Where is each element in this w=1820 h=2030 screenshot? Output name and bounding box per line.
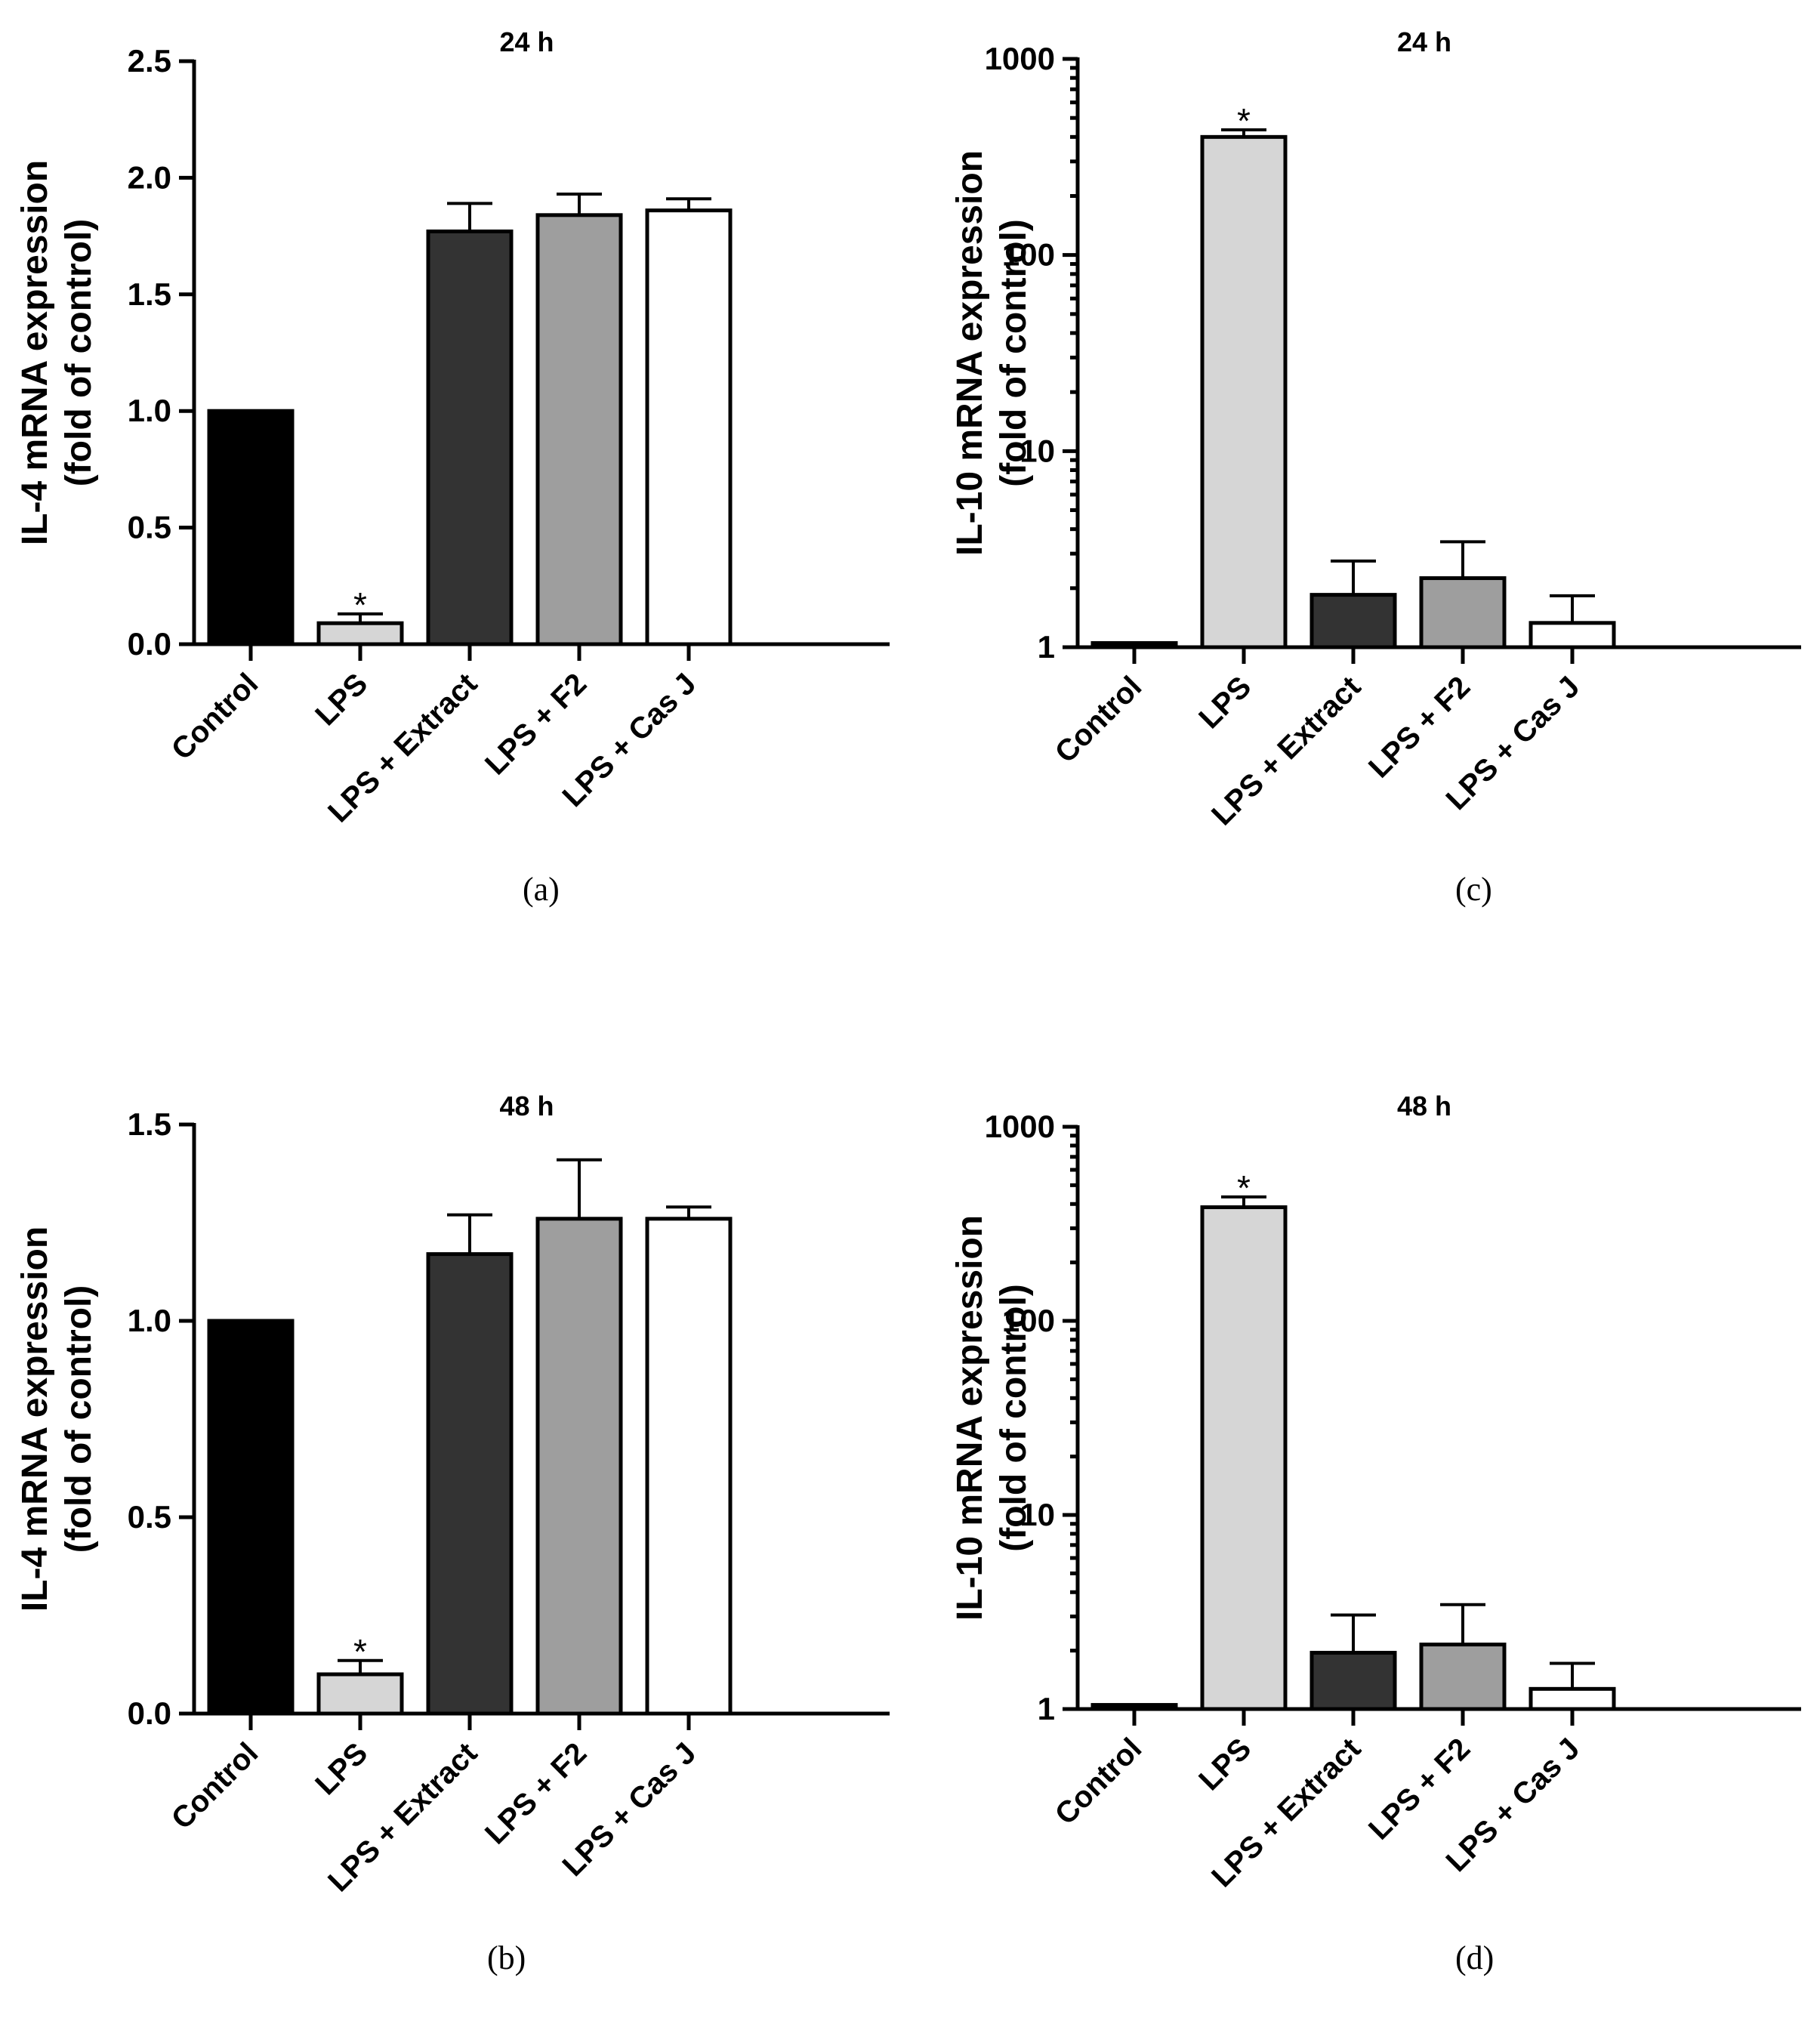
- x-tick-label-a-3: LPS + F2: [479, 667, 593, 781]
- bar-a-1: [316, 621, 404, 646]
- y-tick-label-b-3: 1.5: [128, 1106, 171, 1142]
- bar-d-4: [1528, 1686, 1616, 1711]
- y-tick-label-a-5: 2.5: [128, 43, 171, 79]
- y-tick-label-c-1: 10: [1020, 433, 1055, 468]
- significance-star-d-1: *: [1237, 1168, 1251, 1208]
- bar-d-3: [1419, 1643, 1507, 1711]
- chart-title-c: 24 h: [1397, 26, 1451, 57]
- y-axis-label-d-1: (fold of control): [994, 1284, 1034, 1552]
- bar-c-1: [1200, 134, 1288, 649]
- bar-b-3: [535, 1217, 623, 1716]
- y-tick-label-a-0: 0.0: [128, 626, 171, 662]
- chart-panel-a: * 0.0 0.5 1.0 1.5 2.0 2.5 Control LPS LPS + Extra…: [0, 0, 910, 1013]
- significance-star-b-1: *: [353, 1632, 367, 1671]
- y-tick-label-d-2: 100: [1002, 1303, 1055, 1338]
- x-tick-label-a-0: Control: [165, 667, 265, 767]
- y-tick-label-b-0: 0.0: [128, 1695, 171, 1731]
- y-tick-label-b-1: 0.5: [128, 1499, 171, 1535]
- panel-label-b: (b): [487, 1939, 526, 1976]
- x-tick-label-b-0: Control: [165, 1736, 265, 1836]
- y-tick-label-d-0: 1: [1038, 1691, 1055, 1726]
- bar-c-3: [1419, 576, 1507, 649]
- significance-star-c-1: *: [1237, 101, 1251, 140]
- x-tick-label-b-1: LPS: [309, 1736, 374, 1801]
- bar-a-4: [645, 208, 733, 646]
- x-tick-label-a-1: LPS: [309, 667, 374, 732]
- y-tick-label-a-2: 1.0: [128, 393, 171, 428]
- y-tick-label-d-1: 10: [1020, 1497, 1055, 1532]
- y-tick-label-a-4: 2.0: [128, 159, 171, 195]
- chart-panel-b: * 0.0 0.5 1.0 1.5 Control LPS LPS + Extract LPS …: [0, 1013, 910, 2026]
- bar-d-1: [1200, 1205, 1288, 1711]
- significance-star-a-1: *: [353, 585, 367, 625]
- x-tick-label-c-3: LPS + F2: [1362, 670, 1476, 784]
- y-axis-label-b-1: (fold of control): [59, 1285, 99, 1553]
- bar-b-4: [645, 1217, 733, 1716]
- x-tick-label-b-3: LPS + F2: [479, 1736, 593, 1850]
- y-axis-label-a-0: IL-4 mRNA expression: [15, 160, 55, 545]
- panel-label-d: (d): [1455, 1939, 1495, 1976]
- y-tick-label-a-3: 1.5: [128, 276, 171, 312]
- chart-panel-d: * 1 10 100 1000 Control LPS LPS + Extract LPS + …: [910, 1013, 1820, 2026]
- x-tick-label-d-1: LPS: [1192, 1732, 1257, 1797]
- chart-panel-c: * 1 10 100 1000 Control LPS LPS + Extract LPS + …: [910, 0, 1820, 1013]
- chart-title-b: 48 h: [499, 1091, 554, 1121]
- y-axis-label-c-0: IL-10 mRNA expression: [950, 150, 990, 556]
- y-tick-label-c-2: 100: [1002, 237, 1055, 273]
- y-axis-label-b-0: IL-4 mRNA expression: [15, 1226, 55, 1612]
- y-tick-label-a-1: 0.5: [128, 510, 171, 545]
- bar-d-2: [1309, 1650, 1397, 1711]
- y-tick-label-c-0: 1: [1038, 629, 1055, 665]
- bar-b-2: [426, 1252, 514, 1716]
- x-tick-label-d-3: LPS + F2: [1362, 1732, 1476, 1846]
- bar-c-4: [1528, 621, 1616, 649]
- panel-label-a: (a): [523, 871, 560, 908]
- y-tick-label-b-2: 1.0: [128, 1303, 171, 1338]
- y-axis-label-a-1: (fold of control): [59, 219, 99, 487]
- bar-c-2: [1309, 593, 1397, 649]
- panel-label-c: (c): [1455, 871, 1492, 908]
- bar-a-2: [426, 229, 514, 646]
- chart-title-a: 24 h: [499, 26, 554, 57]
- chart-title-d: 48 h: [1397, 1091, 1451, 1121]
- x-tick-label-c-0: Control: [1049, 670, 1149, 770]
- bar-b-0: [207, 1319, 295, 1716]
- bar-a-0: [207, 409, 295, 646]
- bar-a-3: [535, 213, 623, 646]
- bar-b-1: [316, 1672, 404, 1716]
- y-tick-label-d-3: 1000: [985, 1109, 1055, 1144]
- y-tick-label-c-3: 1000: [985, 41, 1055, 76]
- y-axis-label-d-0: IL-10 mRNA expression: [950, 1215, 990, 1621]
- y-axis-label-c-1: (fold of control): [994, 219, 1034, 487]
- x-tick-label-d-0: Control: [1049, 1732, 1149, 1831]
- x-tick-label-c-1: LPS: [1192, 670, 1257, 735]
